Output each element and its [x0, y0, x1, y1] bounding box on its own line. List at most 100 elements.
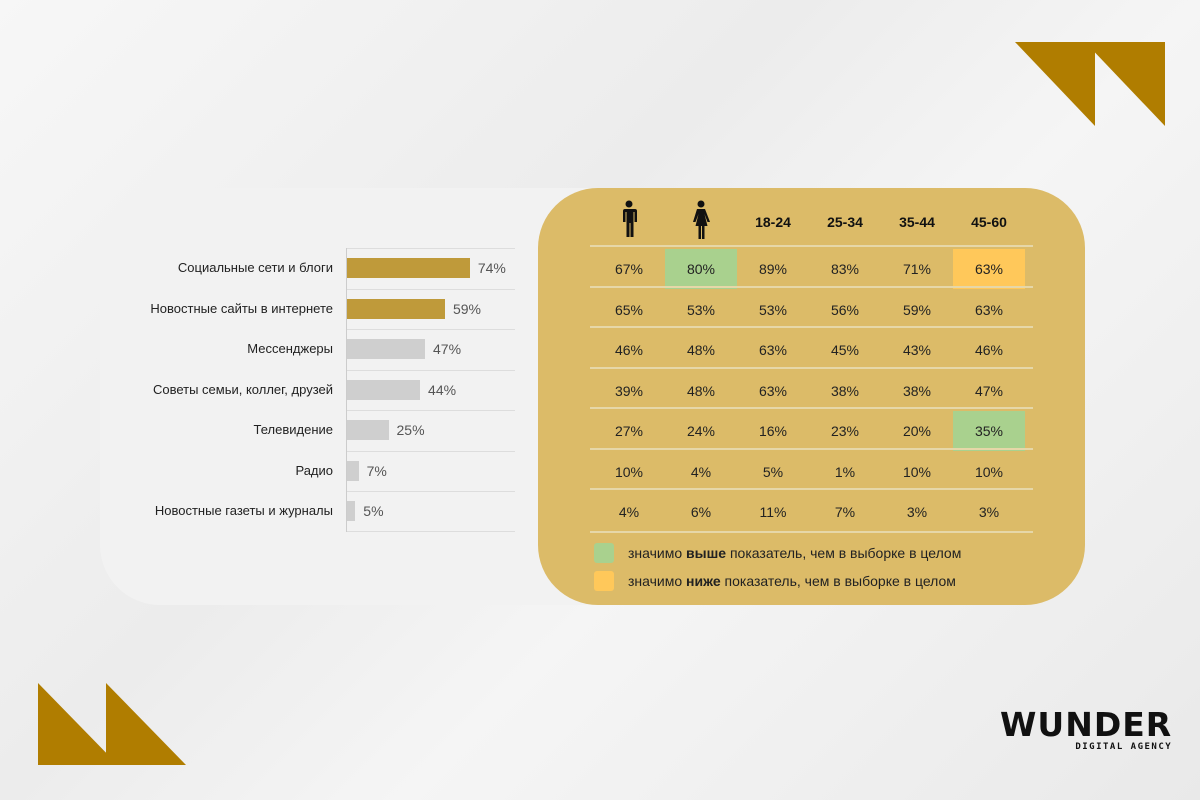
category-label: Радио [295, 462, 333, 478]
table-cell: 4% [690, 463, 712, 480]
column-header: 35-44 [899, 214, 935, 230]
legend-text: значимо [628, 573, 687, 589]
table-cell: 80% [665, 249, 737, 289]
table-cell: 47% [974, 382, 1004, 399]
gridline [347, 410, 515, 411]
table-cell: 63% [758, 382, 788, 399]
legend-bold: ниже [686, 573, 721, 589]
gridline [347, 329, 515, 330]
table-cell: 7% [834, 504, 856, 520]
table-cell: 3% [978, 504, 1000, 520]
bar-value-label: 5% [363, 503, 384, 519]
table-divider [590, 407, 1033, 409]
table-cell: 43% [902, 342, 932, 358]
table-cell: 39% [614, 382, 644, 399]
table-cell: 46% [614, 342, 644, 358]
bar-value-label: 25% [396, 422, 425, 438]
table-cell: 1% [834, 463, 856, 480]
table-cell: 53% [758, 301, 788, 318]
column-header: 18-24 [755, 214, 791, 230]
bar [347, 298, 445, 319]
table-cell: 46% [974, 342, 1004, 358]
table-cell: 89% [758, 261, 788, 277]
table-cell: 65% [614, 301, 644, 318]
bar [347, 379, 421, 400]
table-cell: 56% [830, 301, 860, 318]
decorative-arrows-bottom-left [38, 683, 186, 765]
legend-text: показатель, чем в выборке в целом [726, 545, 962, 561]
wunder-logo: WUNDER DIGITAL AGENCY [1000, 708, 1172, 752]
legend-swatch-higher [594, 543, 614, 563]
decorative-arrows-top-right [1015, 42, 1165, 126]
table-cell: 35% [953, 411, 1025, 451]
table-cell: 10% [614, 463, 644, 480]
table-cell: 5% [762, 463, 784, 480]
bar [347, 460, 359, 481]
table-divider [590, 326, 1033, 328]
bar-value-label: 44% [428, 381, 457, 398]
table-cell: 45% [830, 342, 860, 358]
legend-lower: значимо ниже показатель, чем в выборке в… [628, 573, 956, 589]
table-cell: 63% [758, 342, 788, 358]
category-label: Новостные сайты в интернете [150, 300, 333, 316]
category-label: Социальные сети и блоги [177, 260, 333, 275]
legend-text: показатель, чем в выборке в целом [720, 573, 956, 589]
table-cell: 63% [953, 249, 1025, 289]
category-label: Телевидение [253, 422, 333, 437]
legend-bold: выше [686, 545, 727, 561]
bar [347, 501, 356, 521]
table-cell: 23% [830, 423, 860, 439]
table-cell: 11% [759, 504, 787, 520]
category-label: Мессенджеры [247, 341, 333, 356]
table-cell: 27% [614, 423, 644, 439]
table-cell: 3% [906, 504, 928, 520]
bar-axis [346, 248, 347, 532]
table-cell: 48% [686, 382, 716, 399]
table-cell: 6% [690, 504, 712, 520]
bar-value-label: 7% [366, 462, 387, 479]
category-label: Новостные газеты и журналы [154, 503, 333, 518]
table-cell: 71% [902, 261, 932, 277]
gridline [347, 491, 515, 492]
table-divider [590, 447, 1033, 450]
male-icon [593, 200, 665, 241]
table-cell: 53% [686, 301, 716, 318]
bar [347, 258, 470, 278]
table-divider [590, 531, 1033, 533]
table-divider [590, 366, 1033, 369]
table-cell: 48% [686, 342, 716, 358]
gridline [347, 531, 515, 532]
table-cell: 10% [902, 463, 932, 480]
table-cell: 38% [902, 382, 932, 399]
logo-name: WUNDER [1000, 705, 1173, 744]
bar-value-label: 47% [433, 341, 462, 357]
bar-value-label: 74% [477, 260, 506, 276]
column-header: 45-60 [971, 214, 1007, 230]
gridline [347, 288, 515, 290]
column-header: 25-34 [827, 214, 863, 230]
logo-tagline: DIGITAL AGENCY [1075, 742, 1173, 752]
table-cell: 38% [830, 382, 860, 399]
bar-value-label: 59% [452, 300, 481, 317]
gridline [347, 369, 515, 371]
bar [347, 339, 426, 359]
bar [347, 420, 389, 440]
gridline [347, 248, 515, 249]
table-cell: 10% [974, 463, 1004, 480]
table-cell: 63% [974, 301, 1004, 318]
legend-text: значимо [628, 545, 687, 561]
legend-swatch-lower [594, 571, 614, 591]
table-divider [590, 245, 1033, 247]
table-cell: 16% [758, 423, 788, 439]
table-cell: 83% [830, 261, 860, 277]
table-cell: 67% [614, 261, 644, 277]
table-cell: 24% [686, 423, 716, 439]
category-label: Советы семьи, коллег, друзей [152, 381, 333, 397]
gridline [347, 450, 515, 452]
table-cell: 59% [902, 301, 932, 318]
table-divider [590, 285, 1033, 288]
female-icon [665, 200, 737, 243]
table-cell: 4% [618, 504, 640, 520]
legend-higher: значимо выше показатель, чем в выборке в… [628, 545, 961, 561]
table-cell: 20% [902, 423, 932, 439]
